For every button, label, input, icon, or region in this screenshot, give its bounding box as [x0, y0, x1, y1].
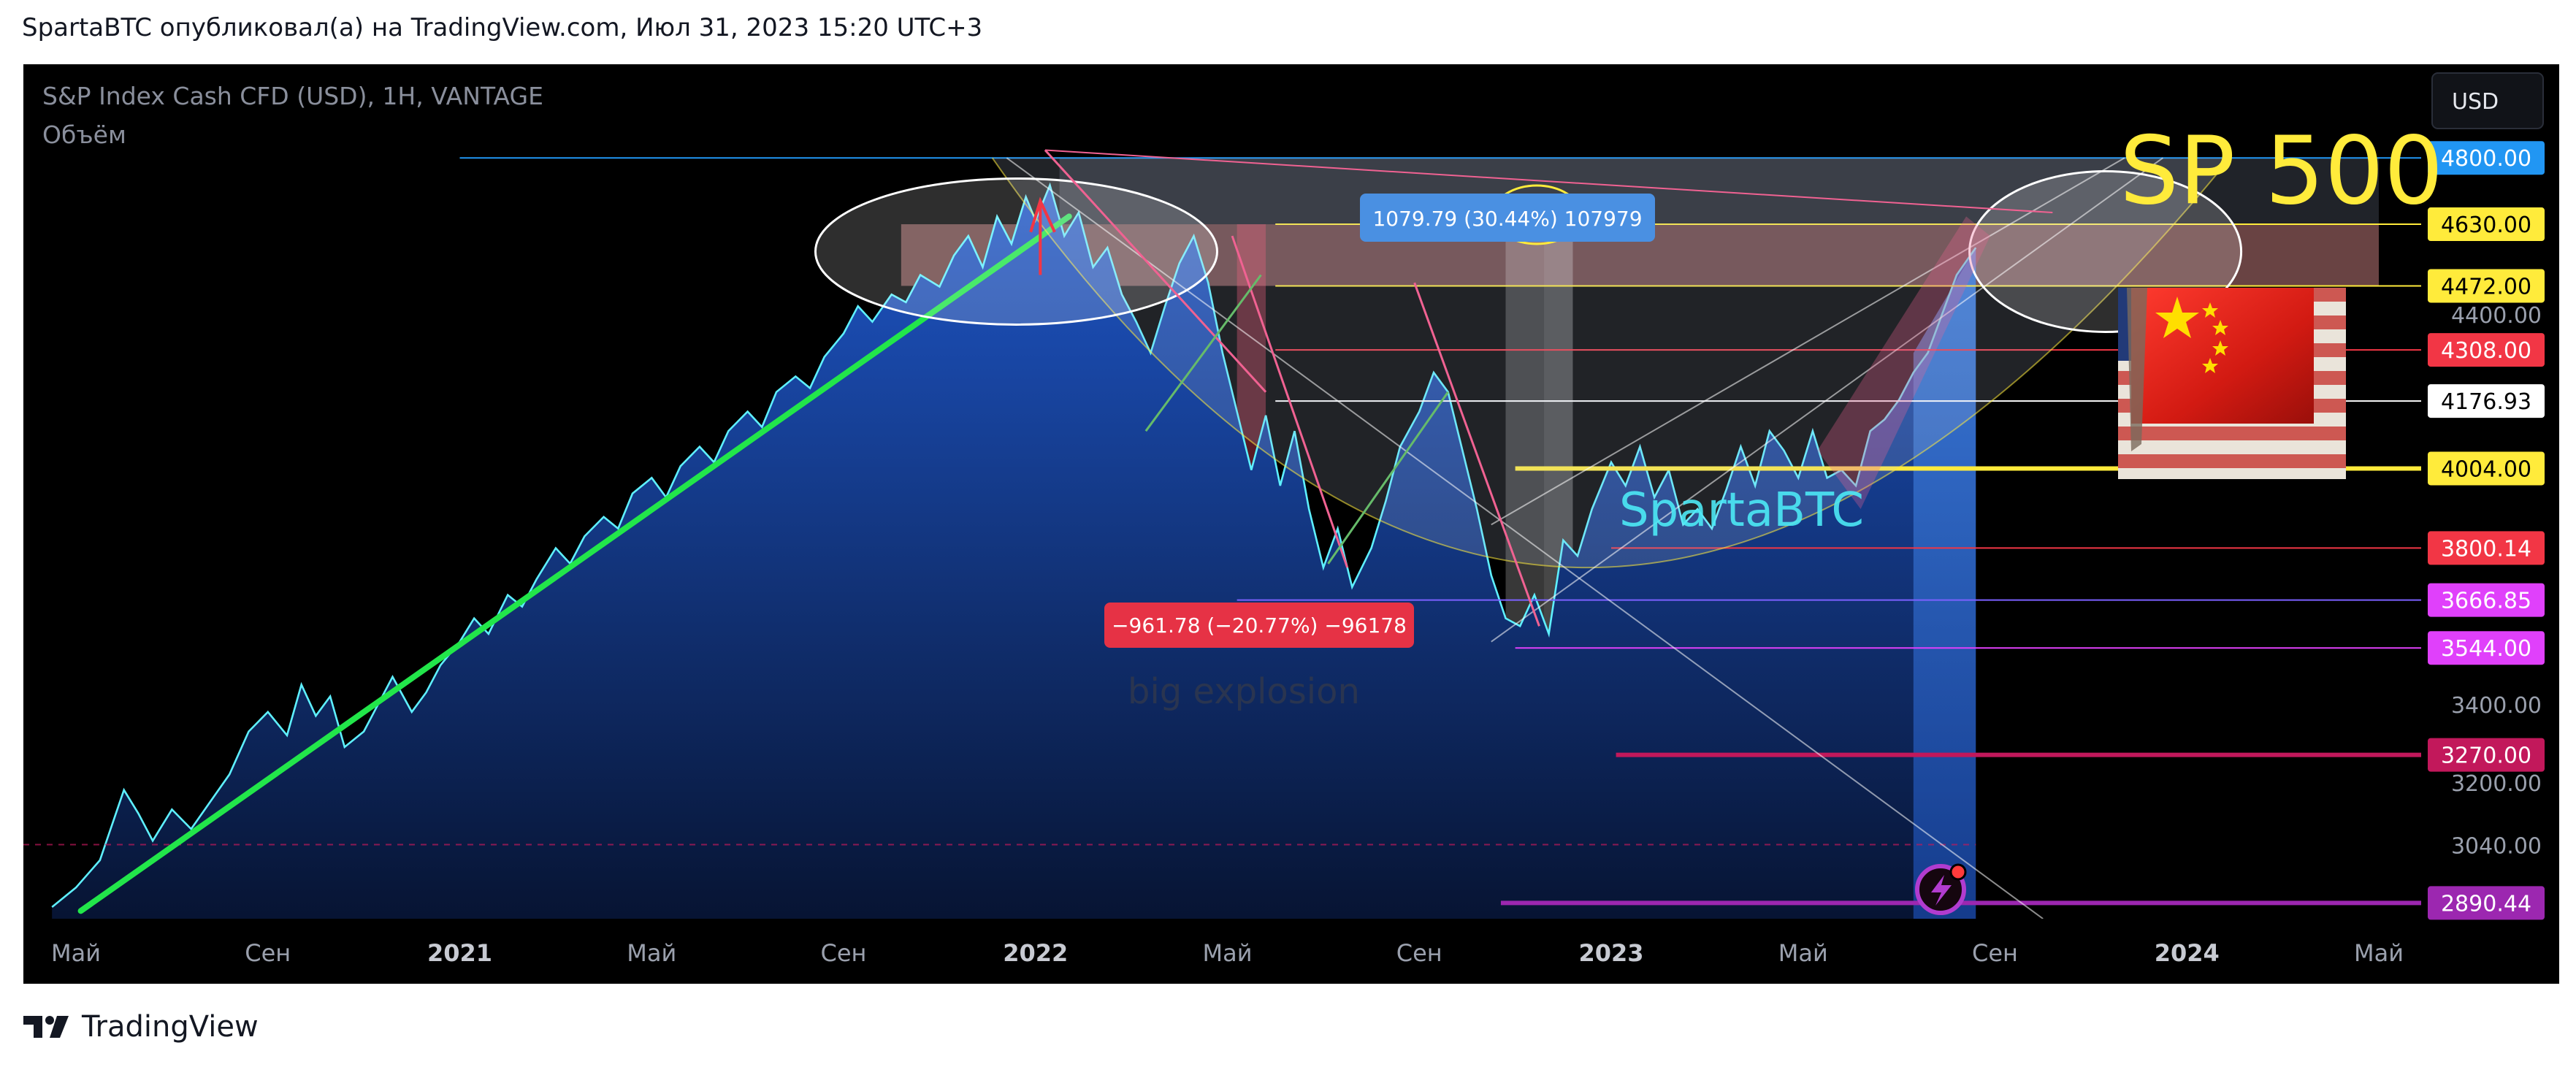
tradingview-logo-icon[interactable]	[23, 1014, 72, 1039]
price-tag[interactable]	[2428, 738, 2545, 772]
price-tag-label: 4800.00	[2441, 146, 2531, 172]
price-line	[51, 182, 1977, 909]
x-tick-label: Май	[627, 939, 676, 967]
price-area	[52, 185, 1976, 919]
price-tag[interactable]	[2428, 384, 2545, 418]
x-tick-label: Сен	[245, 939, 291, 967]
price-tag[interactable]	[2428, 333, 2545, 367]
price-chart[interactable]: Май Сен 2021 Май Сен 2022 Май Сен 2023 Май Сен 2024…	[23, 64, 2559, 984]
volume-label: Объём	[42, 121, 126, 149]
symbol-title: S&P Index Cash CFD (USD), 1H, VANTAGE	[42, 82, 543, 110]
price-tag-label: 4630.00	[2441, 213, 2531, 238]
time-axis	[23, 919, 2421, 984]
arrow-icon	[1029, 196, 1056, 275]
resistance-zone	[1059, 158, 2379, 225]
pink-trend-line[interactable]	[1044, 149, 2053, 214]
rising-wedge	[1817, 216, 1990, 510]
price-tag[interactable]	[2428, 207, 2545, 242]
price-tag-label: 4308.00	[2441, 338, 2531, 364]
x-tick-label: Сен	[1972, 939, 2018, 967]
pink-short-line[interactable]	[1413, 282, 1540, 627]
publisher-caption: SpartaBTC опубликовал(а) на TradingView.…	[22, 13, 983, 42]
price-tag-label: 3270.00	[2441, 743, 2531, 769]
flag-stripe	[2118, 427, 2346, 440]
footer: TradingView	[23, 1006, 259, 1047]
pink-short-line[interactable]	[1044, 149, 1267, 393]
y-tick-label: 3040.00	[2451, 833, 2542, 859]
measure-down-tag[interactable]: −961.78 (−20.77%) −96178	[1104, 603, 1414, 648]
chart-panel[interactable]: Май Сен 2021 Май Сен 2022 Май Сен 2023 Май Сен 2024…	[23, 64, 2559, 984]
channel-line[interactable]	[1491, 157, 2163, 643]
x-tick-label: 2022	[1003, 939, 1068, 967]
price-tag[interactable]	[2428, 583, 2545, 617]
price-tag-label: 4472.00	[2441, 274, 2531, 299]
x-tick-label: Май	[1202, 939, 1252, 967]
price-tag[interactable]	[2428, 886, 2545, 920]
measure-up-tag[interactable]: 1079.79 (30.44%) 107979	[1360, 194, 1655, 242]
flag-star-icon	[2155, 297, 2199, 338]
price-tag-label: 3544.00	[2441, 636, 2531, 662]
green-short-line[interactable]	[1327, 391, 1449, 565]
price-tag-label: 4176.93	[2441, 389, 2531, 415]
sp500-title: SP 500	[2120, 117, 2443, 226]
decline-line[interactable]	[1006, 157, 2044, 919]
x-tick-label: 2023	[1578, 939, 1643, 967]
spartabtc-watermark: SpartaBTC	[1619, 483, 1864, 538]
uptrend-line[interactable]	[77, 213, 1072, 914]
pink-short-line[interactable]	[1231, 235, 1349, 568]
top-ellipse-left[interactable]	[814, 177, 1218, 326]
y-tick-label: 3400.00	[2451, 693, 2542, 719]
green-short-line[interactable]	[1144, 274, 1262, 432]
price-tag[interactable]	[2428, 269, 2545, 303]
cup-arc[interactable]	[991, 157, 2231, 569]
x-tick-label: Май	[51, 939, 101, 967]
price-tag[interactable]	[2428, 631, 2545, 665]
price-tag[interactable]	[2428, 141, 2545, 175]
y-tick-label: 4400.00	[2451, 303, 2542, 329]
currency-button-label: USD	[2452, 89, 2499, 115]
flag-stripe	[2118, 454, 2346, 468]
projection-area	[1913, 248, 1976, 919]
lightning-bolt-icon[interactable]	[1915, 863, 1967, 915]
china-usa-flag-image	[2118, 288, 2346, 479]
x-tick-label: Май	[2354, 939, 2404, 967]
x-tick-label: 2021	[427, 939, 492, 967]
white-band	[1505, 224, 1545, 649]
price-tag-label: 4004.00	[2441, 456, 2531, 482]
price-tag[interactable]	[2428, 531, 2545, 565]
price-tag-label: 2890.44	[2441, 891, 2531, 917]
price-tag[interactable]	[2428, 451, 2545, 486]
price-tag-label: 3666.85	[2441, 589, 2531, 614]
price-tag-label: 3800.14	[2441, 536, 2531, 562]
measure-up-text: 1079.79 (30.44%) 107979	[1372, 207, 1642, 231]
x-tick-label: Сен	[1396, 939, 1442, 967]
y-tick-label: 3200.00	[2451, 771, 2542, 797]
x-tick-label: Сен	[821, 939, 867, 967]
x-tick-label: Май	[1778, 939, 1828, 967]
measure-down-text: −961.78 (−20.77%) −96178	[1112, 613, 1407, 638]
big-explosion-note: big explosion	[1128, 671, 1360, 712]
channel-line[interactable]	[1491, 157, 2125, 526]
tradingview-brand[interactable]: TradingView	[82, 1010, 259, 1044]
x-tick-label: 2024	[2155, 939, 2220, 967]
currency-button[interactable]: USD	[2431, 72, 2544, 129]
